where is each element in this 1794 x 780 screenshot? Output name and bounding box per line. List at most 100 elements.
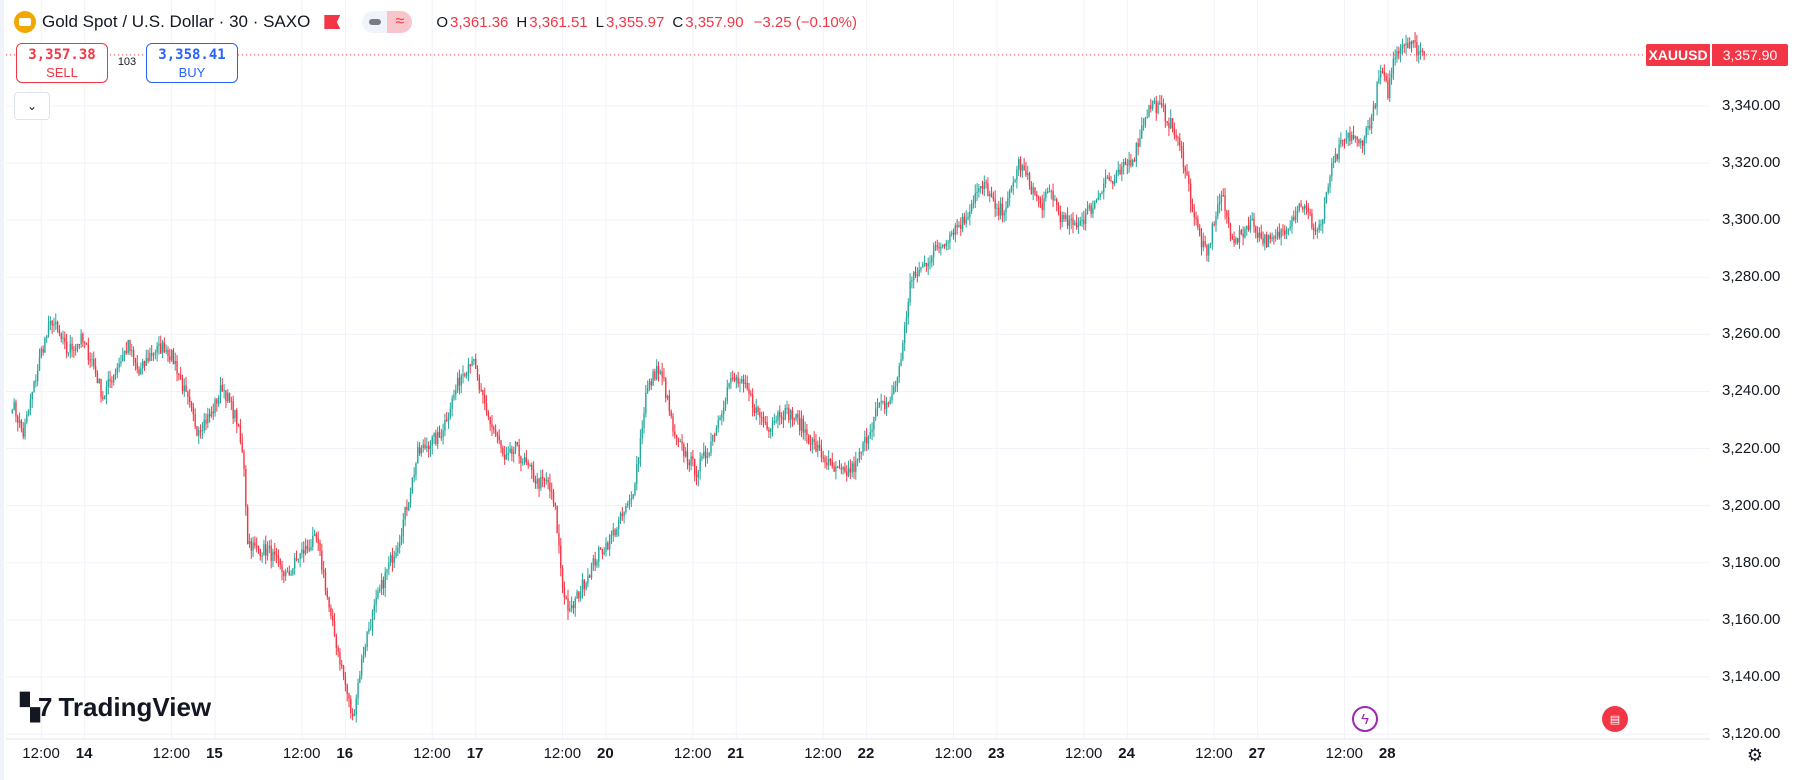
candle xyxy=(1103,177,1105,200)
candle xyxy=(1249,215,1252,233)
candle xyxy=(451,395,453,417)
candle xyxy=(668,389,671,416)
candle xyxy=(1054,194,1056,201)
candle xyxy=(681,433,683,451)
candle xyxy=(766,415,768,431)
candle xyxy=(750,390,752,397)
open-key: O xyxy=(436,13,448,31)
candle xyxy=(1222,188,1224,197)
candle xyxy=(932,242,935,266)
sell-button[interactable]: 3,357.38 SELL xyxy=(16,43,108,83)
candle xyxy=(330,604,332,620)
candle xyxy=(1298,202,1300,213)
candle xyxy=(322,560,325,579)
candle xyxy=(961,213,964,233)
candle xyxy=(1019,156,1022,177)
lightning-icon[interactable]: ϟ xyxy=(1352,706,1378,732)
candle xyxy=(563,581,566,605)
chart-mode-toggle[interactable]: ≈ xyxy=(362,11,413,33)
candle xyxy=(230,396,233,411)
candle xyxy=(842,466,844,475)
candle xyxy=(190,401,193,412)
candle xyxy=(145,349,147,366)
candle xyxy=(205,413,207,431)
candle xyxy=(284,568,287,582)
candle xyxy=(324,567,327,596)
candle xyxy=(427,441,430,458)
candle xyxy=(862,441,864,456)
candle xyxy=(112,374,115,386)
candle xyxy=(1381,67,1384,74)
minus-icon[interactable] xyxy=(362,11,387,33)
candle xyxy=(509,442,511,454)
candle xyxy=(178,373,180,381)
candle xyxy=(1269,232,1271,244)
chart-area[interactable] xyxy=(6,0,1710,740)
candle xyxy=(732,370,734,382)
candle xyxy=(1195,211,1197,226)
buy-button[interactable]: 3,358.41 BUY xyxy=(146,43,238,83)
candle xyxy=(368,621,370,635)
symbol-title[interactable]: Gold Spot / U.S. Dollar · 30 · SAXO xyxy=(42,12,311,31)
candle xyxy=(20,419,23,433)
candle xyxy=(1074,220,1076,226)
candle xyxy=(688,459,690,472)
price-axis-label: 3,240.00 xyxy=(1722,382,1781,400)
candle xyxy=(299,552,301,568)
candle xyxy=(89,352,91,368)
collapse-button[interactable]: ⌄ xyxy=(14,92,50,120)
candle xyxy=(1334,147,1337,163)
candle xyxy=(1052,183,1054,207)
candle xyxy=(1008,188,1011,207)
candle xyxy=(1039,196,1042,209)
candle xyxy=(283,570,285,584)
candle xyxy=(998,200,1000,221)
candle xyxy=(1229,222,1232,242)
candle xyxy=(684,447,687,458)
candle xyxy=(225,390,227,409)
candle xyxy=(990,186,993,198)
candle xyxy=(1050,189,1052,200)
candle xyxy=(860,451,862,460)
candle xyxy=(1215,211,1217,232)
candle xyxy=(1151,100,1154,111)
candle xyxy=(894,380,897,393)
candle xyxy=(458,369,461,395)
us-flag-icon[interactable]: ▤ xyxy=(1602,706,1628,732)
candle xyxy=(306,539,309,554)
candle xyxy=(301,542,303,559)
candle xyxy=(40,346,42,359)
candle xyxy=(1104,169,1107,188)
candle xyxy=(701,453,703,462)
gold-symbol-icon[interactable] xyxy=(14,11,36,33)
candle xyxy=(1349,126,1351,146)
approx-icon[interactable]: ≈ xyxy=(387,11,413,33)
candle xyxy=(746,375,748,391)
flag-icon[interactable] xyxy=(324,15,341,29)
tradingview-logo[interactable]: ▚7 TradingView xyxy=(20,692,211,723)
candle xyxy=(947,240,949,251)
candle xyxy=(523,453,526,465)
candlestick-chart[interactable] xyxy=(6,0,1710,740)
candle xyxy=(76,343,79,353)
candle xyxy=(1399,43,1402,63)
time-axis-label: 12:00 xyxy=(413,745,451,762)
candle xyxy=(194,408,196,429)
candle xyxy=(277,549,280,567)
candle xyxy=(677,437,680,448)
candle xyxy=(617,516,620,537)
candle xyxy=(1251,212,1253,221)
candle xyxy=(909,273,911,306)
candle xyxy=(393,550,395,569)
candle xyxy=(835,461,837,480)
candle xyxy=(42,345,44,356)
candle xyxy=(476,365,479,381)
gear-icon[interactable]: ⚙ xyxy=(1746,745,1764,765)
candle xyxy=(755,398,757,421)
candle xyxy=(1316,227,1319,239)
spread-value: 103 xyxy=(117,56,137,68)
candle xyxy=(187,390,189,405)
candle xyxy=(913,271,915,289)
candle xyxy=(371,609,374,636)
candle xyxy=(134,357,137,371)
